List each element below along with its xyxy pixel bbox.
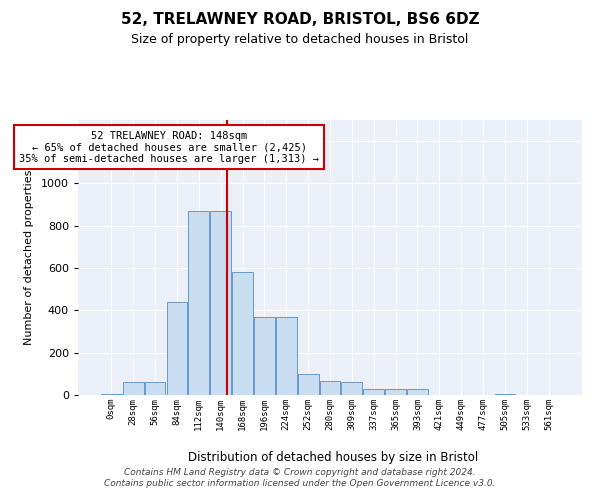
Text: 52, TRELAWNEY ROAD, BRISTOL, BS6 6DZ: 52, TRELAWNEY ROAD, BRISTOL, BS6 6DZ: [121, 12, 479, 28]
Bar: [276, 316, 296, 395]
Text: Distribution of detached houses by size in Bristol: Distribution of detached houses by size …: [188, 451, 478, 464]
Bar: [494, 394, 515, 395]
Text: 52 TRELAWNEY ROAD: 148sqm
← 65% of detached houses are smaller (2,425)
35% of se: 52 TRELAWNEY ROAD: 148sqm ← 65% of detac…: [19, 130, 319, 164]
Bar: [320, 381, 340, 395]
Bar: [188, 211, 209, 395]
Bar: [123, 382, 143, 395]
Bar: [232, 272, 253, 395]
Bar: [298, 374, 319, 395]
Bar: [407, 388, 428, 395]
Bar: [167, 302, 187, 395]
Bar: [341, 382, 362, 395]
Bar: [101, 394, 122, 395]
Y-axis label: Number of detached properties: Number of detached properties: [24, 170, 34, 345]
Bar: [364, 388, 384, 395]
Bar: [145, 382, 166, 395]
Text: Size of property relative to detached houses in Bristol: Size of property relative to detached ho…: [131, 32, 469, 46]
Bar: [210, 211, 231, 395]
Bar: [385, 388, 406, 395]
Bar: [254, 316, 275, 395]
Text: Contains HM Land Registry data © Crown copyright and database right 2024.
Contai: Contains HM Land Registry data © Crown c…: [104, 468, 496, 487]
